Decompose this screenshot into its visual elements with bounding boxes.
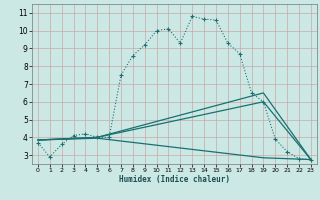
X-axis label: Humidex (Indice chaleur): Humidex (Indice chaleur) xyxy=(119,175,230,184)
